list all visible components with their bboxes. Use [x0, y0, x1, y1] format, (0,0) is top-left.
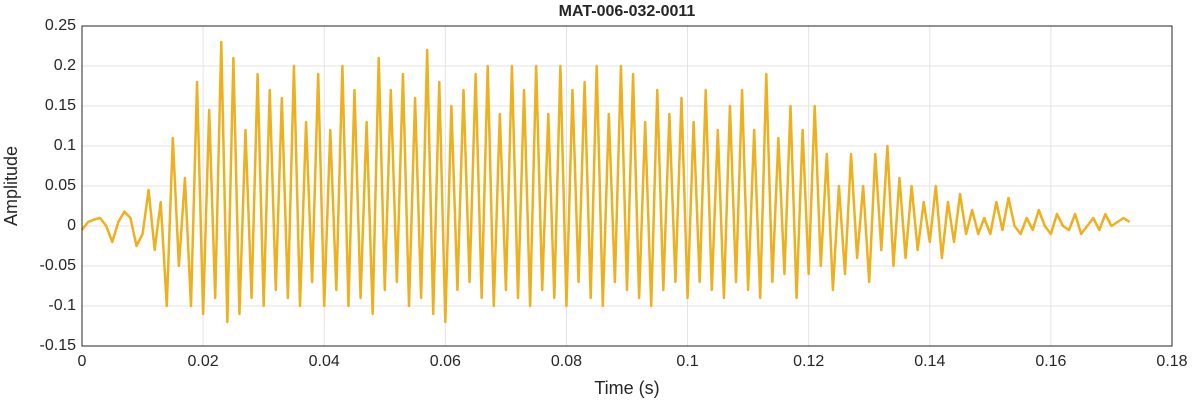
x-tick-label: 0.04	[309, 353, 340, 370]
x-tick-label: 0.02	[188, 353, 219, 370]
x-axis-label: Time (s)	[594, 378, 659, 398]
x-tick-label: 0.16	[1035, 353, 1066, 370]
chart-title: MAT-006-032-0011	[559, 3, 696, 20]
y-tick-label: 0.25	[45, 17, 76, 34]
y-axis-label: Amplitude	[1, 146, 21, 226]
y-tick-label: 0.15	[45, 97, 76, 114]
y-tick-label: 0.1	[54, 137, 76, 154]
y-tick-label: 0	[67, 217, 76, 234]
x-tick-label: 0	[78, 353, 87, 370]
x-tick-label: 0.06	[430, 353, 461, 370]
x-tick-label: 0.18	[1156, 353, 1187, 370]
x-tick-label: 0.08	[551, 353, 582, 370]
x-tick-label: 0.14	[914, 353, 945, 370]
x-tick-label: 0.1	[676, 353, 698, 370]
waveform-line	[81, 40, 1131, 324]
y-tick-label: -0.15	[40, 337, 77, 354]
y-tick-label: -0.1	[48, 297, 76, 314]
axes-box	[81, 25, 1173, 347]
x-tick-label: 0.12	[793, 353, 824, 370]
y-tick-label: 0.05	[45, 177, 76, 194]
y-tick-label: -0.05	[40, 257, 77, 274]
y-tick-label: 0.2	[54, 57, 76, 74]
